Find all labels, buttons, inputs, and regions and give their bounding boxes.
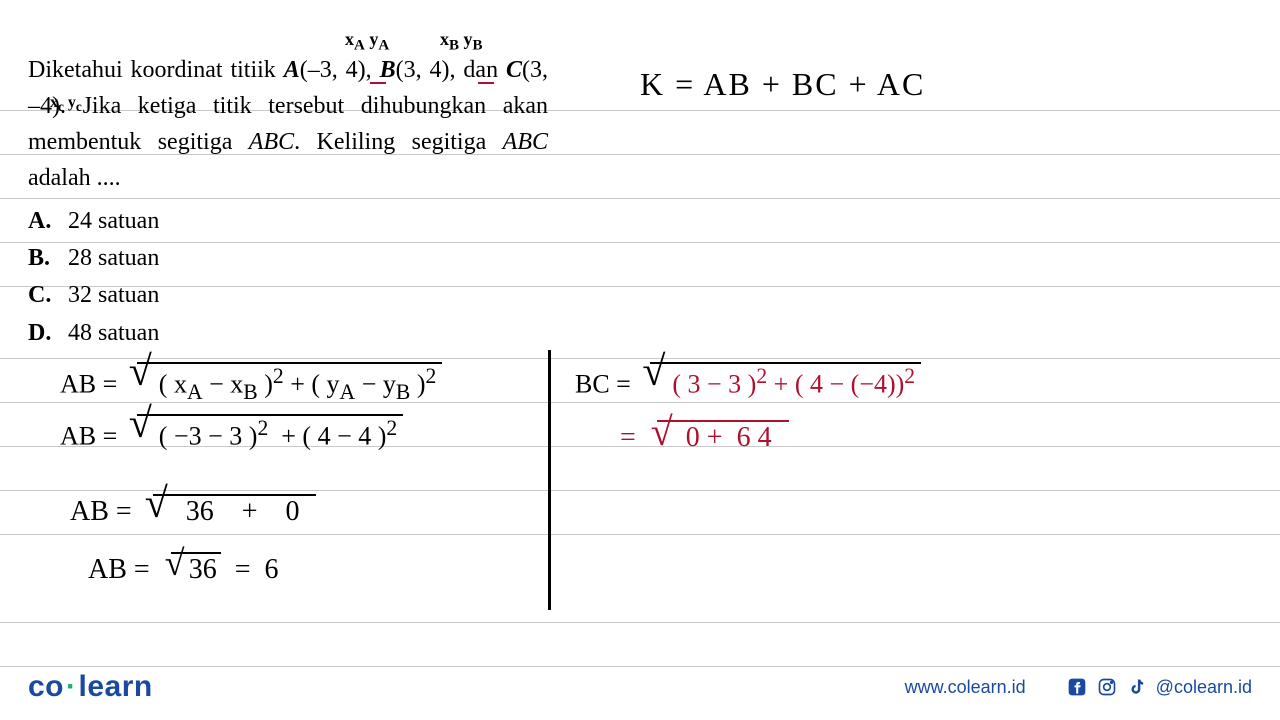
brand-logo: co·learn [28,670,153,704]
answer-choices: A.24 satuan B.28 satuan C.32 satuan D.48… [28,203,159,352]
equation-bc-sub: BC = √ ( 3 − 3 )2 + ( 4 − (−4))2 [575,362,921,400]
q-point-c: C [506,57,522,83]
social-handle: @colearn.id [1156,677,1252,698]
q-point-b: B [380,57,396,83]
q-coord-b: (3, 4), [396,57,464,83]
footer: co·learn www.colearn.id @colearn.id [0,664,1280,710]
equation-k: K = AB + BC + AC [640,66,925,103]
answer-d: D.48 satuan [28,315,159,352]
q-abc2: ABC [503,129,548,155]
q-point-a: A [284,57,300,83]
instagram-icon [1096,676,1118,698]
facebook-icon [1066,676,1088,698]
equation-ab-result: AB = √ 36 = 6 [88,552,278,586]
q-text-1: Diketahui koordinat titiik [28,57,284,83]
answer-b: B.28 satuan [28,240,159,277]
answer-c: C.32 satuan [28,277,159,314]
footer-url: www.colearn.id [905,677,1026,698]
annotation-xb-yb: xB yB [440,28,483,55]
equation-ab-simpl: AB = √ 36 + 0 [70,494,316,528]
q-rest2: . Keliling segitiga [294,129,503,155]
q-rest3: adalah .... [28,165,121,191]
social-icons: @colearn.id [1066,676,1252,698]
q-coord-a: (–3, 4), [300,57,380,83]
vertical-divider [548,350,551,610]
q-abc: ABC [249,129,294,155]
equation-ab-sub: AB = √ ( −3 − 3 )2 + ( 4 − 4 )2 [60,414,403,452]
answer-a: A.24 satuan [28,203,159,240]
equation-bc-simpl: = √ 0 + 6 4 [620,420,789,454]
q-dan: dan [463,57,506,83]
annotation-xa-ya: xA yA [345,28,389,55]
tiktok-icon [1126,676,1148,698]
question-text: Diketahui koordinat titiik A(–3, 4), B(3… [28,52,548,196]
equation-ab-formula: AB = √ ( xA − xB )2 + ( yA − yB )2 [60,362,442,405]
